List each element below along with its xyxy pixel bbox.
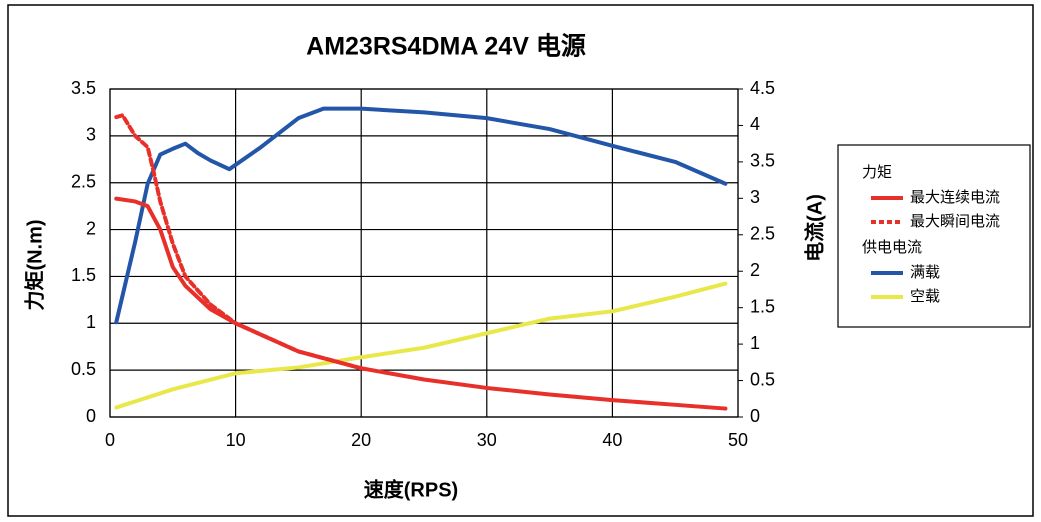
y-tick-label: 3 xyxy=(86,125,96,145)
x-tick-label: 50 xyxy=(728,430,748,450)
y2-tick-label: 2.5 xyxy=(750,224,775,244)
y2-tick-label: 2 xyxy=(750,260,760,280)
y2-tick-label: 3 xyxy=(750,187,760,207)
x-tick-label: 0 xyxy=(105,430,115,450)
series-line xyxy=(114,281,728,410)
x-tick-label: 30 xyxy=(477,430,497,450)
legend xyxy=(837,144,1031,328)
legend-title: 力矩 xyxy=(862,164,892,181)
x-tick-label: 10 xyxy=(226,430,246,450)
x-tick-label: 20 xyxy=(351,430,371,450)
legend-label: 满载 xyxy=(910,264,940,281)
y-tick-label: 2.5 xyxy=(71,171,96,191)
x-tick-label: 40 xyxy=(602,430,622,450)
y-axis-label: 力矩(N.m) xyxy=(22,219,46,310)
y-tick-label: 1.5 xyxy=(71,265,96,285)
y2-axis-label: 电流(A) xyxy=(802,194,826,262)
y-tick-label: 0.5 xyxy=(71,359,96,379)
y-tick-label: 3.5 xyxy=(71,78,96,98)
y2-tick-label: 4 xyxy=(750,114,760,134)
legend-title: 供电电流 xyxy=(862,239,922,256)
legend-label: 空载 xyxy=(910,288,940,305)
y2-tick-label: 1 xyxy=(750,333,760,353)
x-axis-label: 速度(RPS) xyxy=(364,477,458,501)
chart-title: AM23RS4DMA 24V 电源 xyxy=(306,33,586,61)
y-tick-label: 1 xyxy=(86,312,96,332)
frame xyxy=(7,4,1034,517)
series-line xyxy=(114,106,728,325)
series-line xyxy=(114,113,364,371)
y2-tick-label: 1.5 xyxy=(750,296,775,316)
y-tick-label: 2 xyxy=(86,218,96,238)
y2-tick-label: 3.5 xyxy=(750,151,775,171)
y2-tick-label: 4.5 xyxy=(750,78,775,98)
y2-tick-label: 0.5 xyxy=(750,369,775,389)
legend-label: 最大瞬间电流 xyxy=(910,213,1000,230)
plot-area xyxy=(109,88,739,418)
y2-tick-label: 0 xyxy=(750,406,760,426)
legend-label: 最大连续电流 xyxy=(910,189,1000,206)
y-tick-label: 0 xyxy=(86,406,96,426)
